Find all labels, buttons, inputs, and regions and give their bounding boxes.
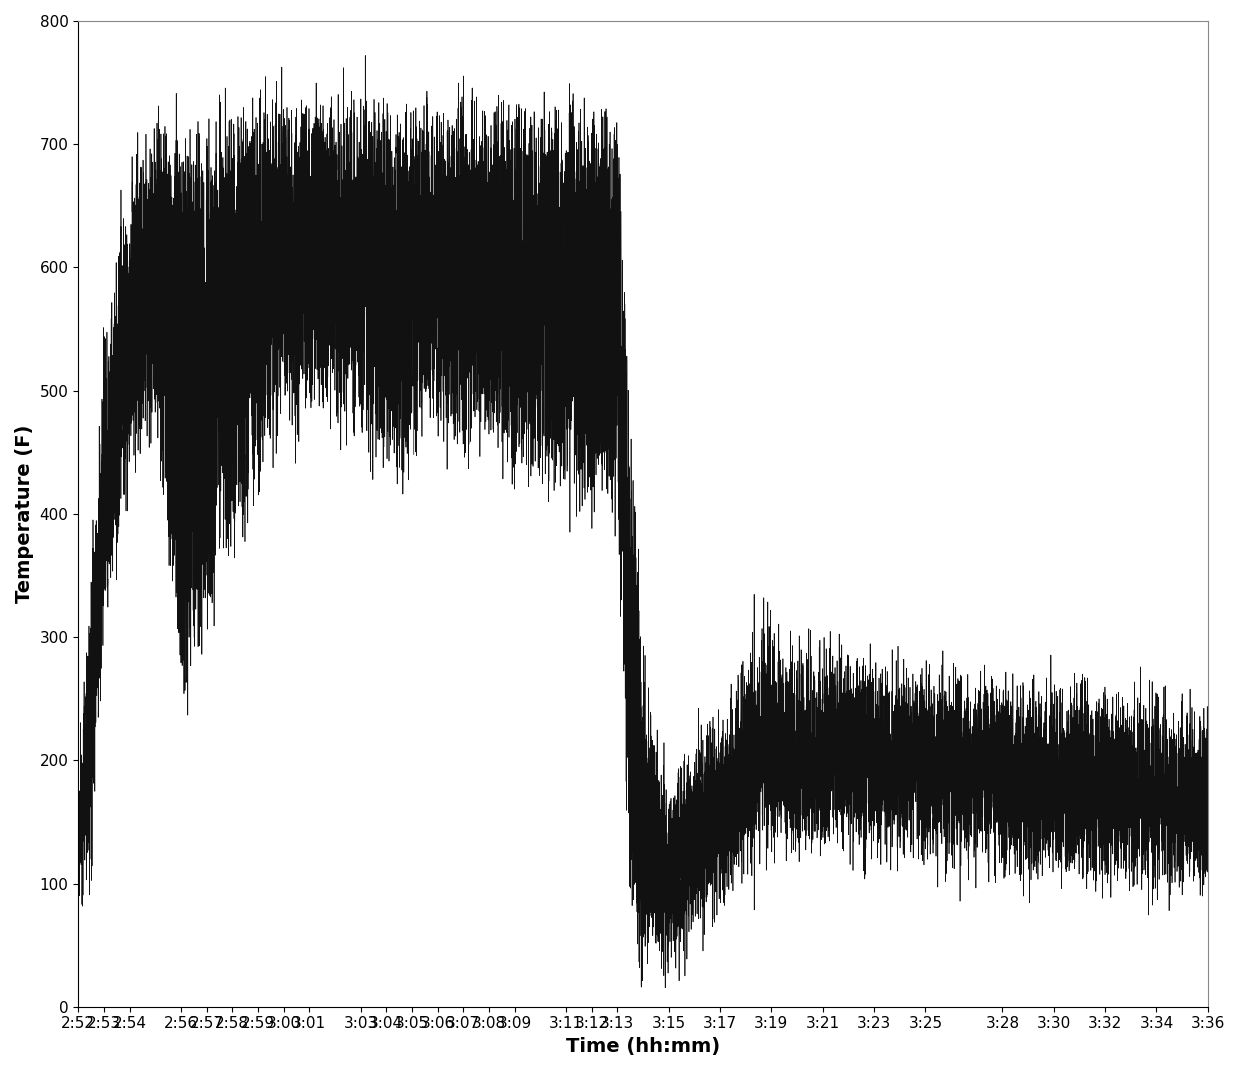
Y-axis label: Temperature (F): Temperature (F) [15,425,33,603]
X-axis label: Time (hh:mm): Time (hh:mm) [565,1037,720,1056]
